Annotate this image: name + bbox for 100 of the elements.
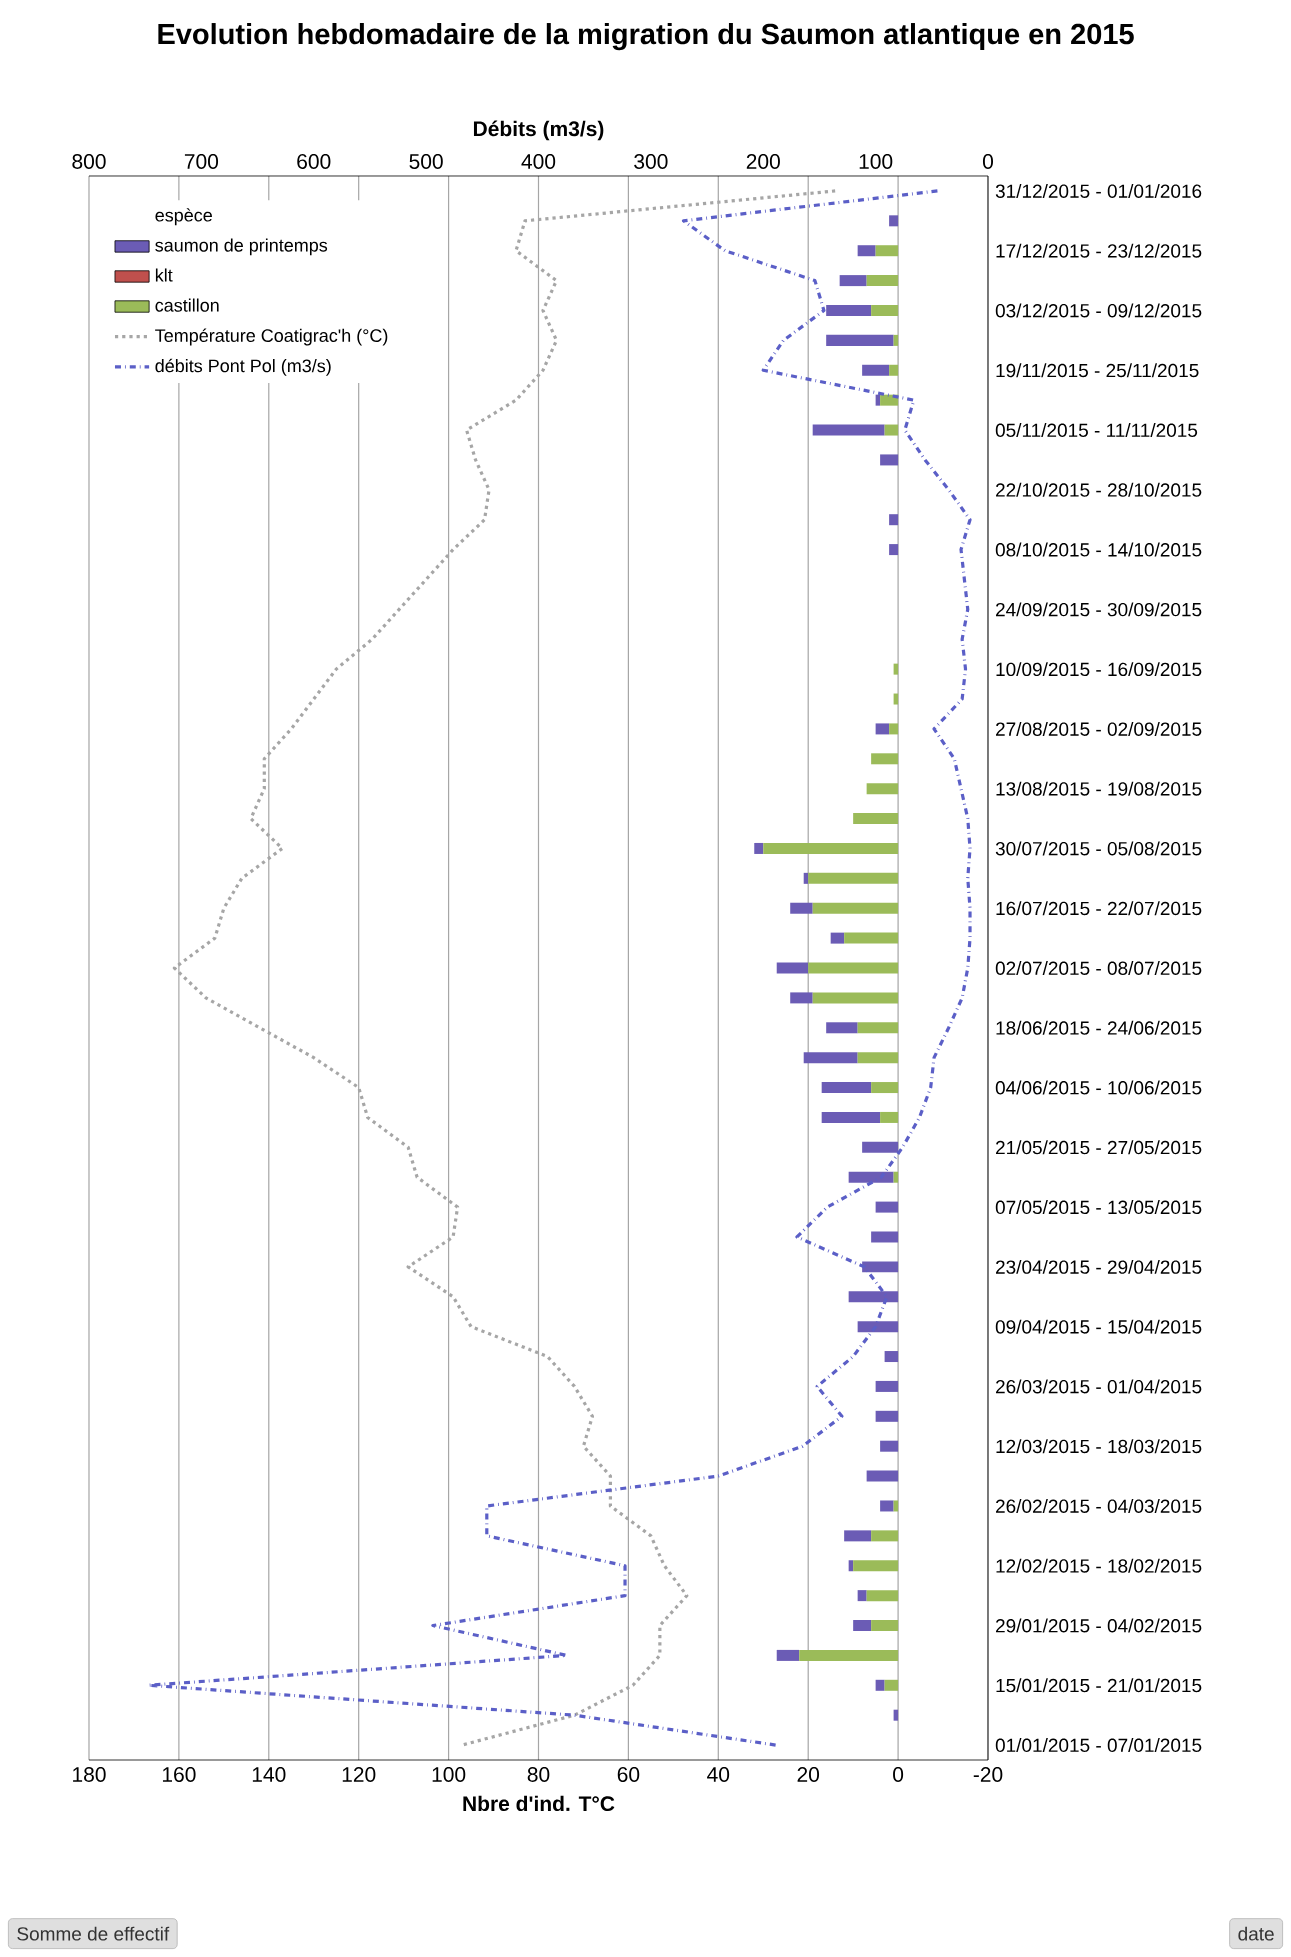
bar [866,275,899,287]
bar [889,364,899,376]
bar [871,1620,899,1632]
bar [875,1410,899,1422]
bar [821,1082,872,1094]
x-tick-label: 180 [73,1767,106,1782]
y-tick-label: 03/12/2015 - 09/12/2015 [995,303,1202,318]
bar [871,1231,899,1243]
y-tick-label: 01/01/2015 - 07/01/2015 [995,1738,1202,1753]
y-tick-label: 22/10/2015 - 28/10/2015 [996,482,1202,497]
bar [812,902,899,914]
x-tick-label: 0 [893,1767,904,1782]
y-tick-label: 13/08/2015 - 19/08/2015 [996,781,1202,796]
bar [866,1590,899,1602]
bar [875,1380,899,1392]
bar [826,334,894,346]
y-tick-label: 21/05/2015 - 27/05/2015 [996,1140,1202,1155]
bar [790,992,813,1004]
bar [889,544,899,556]
y-tick-label: 30/07/2015 - 05/08/2015 [995,841,1202,856]
x2-tick-label: 500 [409,154,443,169]
text: Somme de effectif [17,1926,170,1941]
bar [884,1679,899,1691]
bar [857,245,876,257]
y-tick-label: 12/02/2015 - 18/02/2015 [996,1558,1202,1573]
y-tick-label: 29/01/2015 - 04/02/2015 [996,1618,1202,1633]
bar [844,932,899,944]
bar [808,962,899,974]
bar [857,1590,867,1602]
legend-label: Température Coatigrac'h (°C) [155,328,388,346]
bar [812,424,885,436]
x2-tick-label: 0 [982,154,994,169]
y-tick-label: 08/10/2015 - 14/10/2015 [995,542,1202,557]
x2-axis-title: Débits (m3/s) [473,120,604,141]
x2-tick-label: 600 [297,154,331,169]
chart-title: Evolution hebdomadaire de la migration du Saumon atlantique en 2015 [158,23,1134,51]
bar [880,1440,899,1452]
x-tick-label: -20 [973,1767,1003,1782]
legend-title: espèce [155,208,212,226]
x2-tick-label: 800 [72,154,106,169]
bar [857,1052,899,1064]
x2-tick-label: 400 [521,154,556,169]
legend-label: débits Pont Pol (m3/s) [155,358,331,376]
bar [853,1620,872,1632]
bar [790,902,813,914]
bar [844,1530,872,1542]
bar [893,663,899,675]
x-tick-label: 40 [707,1767,730,1782]
bar [884,424,899,436]
bar [754,842,764,854]
bar [857,1022,899,1034]
bar [812,992,899,1004]
bar [803,872,809,884]
bar [875,723,890,735]
bar [893,1171,899,1183]
y-tick-label: 18/06/2015 - 24/06/2015 [996,1020,1202,1035]
x-axis-title: Nbre d'ind. T°C [463,1795,615,1812]
bar [853,1560,899,1572]
y-tick-label: 31/12/2015 - 01/01/2016 [995,183,1202,198]
y-tick-label: 26/03/2015 - 01/04/2015 [996,1379,1202,1394]
bar [866,783,899,795]
bar [880,1111,899,1123]
x-tick-label: 160 [162,1767,196,1782]
bar [839,275,867,287]
bar [889,723,899,735]
bar [893,693,899,705]
y-tick-label: 02/07/2015 - 08/07/2015 [995,961,1202,975]
bar [776,1649,800,1661]
bar [763,842,899,854]
bar [808,872,899,884]
bar [826,304,872,316]
y-tick-label: 05/11/2015 - 11/11/2015 [995,423,1198,438]
x-tick-label: 100 [432,1767,466,1782]
bar [857,1321,899,1333]
y-tick-label: 26/02/2015 - 04/03/2015 [996,1498,1202,1513]
y-tick-label: 16/07/2015 - 22/07/2015 [996,901,1202,916]
text: date [1238,1926,1274,1941]
bar [893,1709,899,1721]
x-tick-label: 20 [797,1767,820,1782]
y-tick-label: 24/09/2015 - 30/09/2015 [996,602,1202,617]
x2-tick-label: 100 [859,154,893,169]
y-tick-label: 23/04/2015 - 29/04/2015 [996,1259,1202,1274]
bar [803,1052,858,1064]
bar [889,514,899,526]
y-tick-label: 27/08/2015 - 02/09/2015 [996,721,1202,736]
bar [862,1141,899,1153]
bar [853,813,899,825]
x2-tick-label: 700 [184,154,219,169]
bar [871,1530,899,1542]
y-tick-label: 07/05/2015 - 13/05/2015 [995,1200,1202,1215]
legend-label: klt [155,268,173,282]
bar [821,1111,881,1123]
legend-label: castillon [155,298,219,312]
y-tick-label: 17/12/2015 - 23/12/2015 [996,243,1202,258]
bar [871,1082,899,1094]
bar [776,962,809,974]
bar [875,1679,885,1691]
x-tick-label: 120 [342,1767,376,1782]
bar [866,1470,899,1482]
bar [871,304,899,316]
